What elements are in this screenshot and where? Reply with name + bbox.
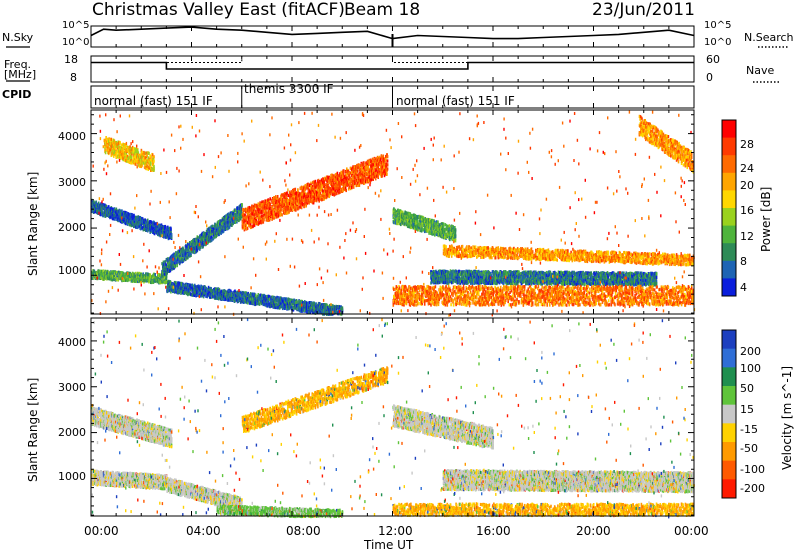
power-cells (91, 111, 695, 317)
data-layer (91, 27, 695, 518)
freq-series-line (91, 63, 694, 70)
power-cell (171, 234, 173, 237)
chart-canvas (0, 0, 800, 554)
power-cell (170, 228, 172, 231)
